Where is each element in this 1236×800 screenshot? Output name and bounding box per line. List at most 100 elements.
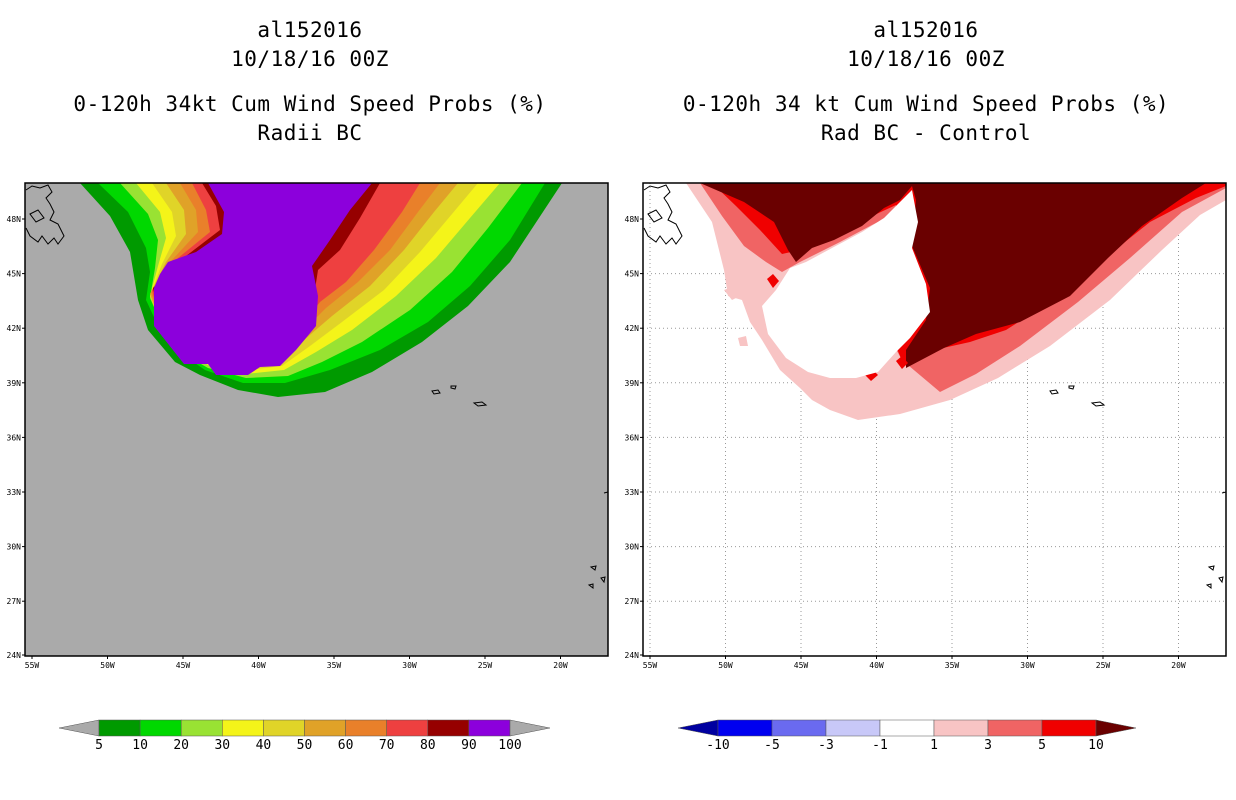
left-title: 0-120h 34kt Cum Wind Speed Probs (%) <box>73 92 547 116</box>
newfoundland-coast <box>643 184 683 245</box>
colorbar-label: 20 <box>173 738 189 753</box>
lat-label: 36N <box>625 433 640 442</box>
lon-label: 40W <box>869 661 884 670</box>
colorbar-segment <box>345 719 387 737</box>
colorbar-label: 40 <box>256 738 272 753</box>
lon-label: 20W <box>1171 661 1186 670</box>
colorbar-label: -10 <box>706 738 729 753</box>
colorbar-label: -3 <box>818 738 834 753</box>
colorbar-segment <box>933 719 989 737</box>
left-coastlines <box>25 184 609 589</box>
lon-label: 35W <box>327 661 342 670</box>
azores-island-2 <box>1068 385 1075 390</box>
lat-label: 27N <box>625 597 640 606</box>
diff-neutral-interior <box>762 190 930 378</box>
lon-label: 35W <box>945 661 960 670</box>
lat-label: 42N <box>625 324 640 333</box>
band-90-100 <box>154 183 372 375</box>
colorbar-segment <box>263 719 305 737</box>
colorbar-over-arrow <box>509 719 551 737</box>
lat-label: 33N <box>625 488 640 497</box>
right-date: 10/18/16 00Z <box>847 47 1005 71</box>
left-probability-field <box>80 183 562 397</box>
colorbar-over-arrow <box>1095 719 1137 737</box>
lon-label: 30W <box>1020 661 1035 670</box>
colorbar-segment <box>1041 719 1097 737</box>
colorbar-segment <box>468 719 511 737</box>
newfoundland-coast <box>25 184 65 245</box>
right-coastlines <box>643 184 1227 589</box>
right-grid <box>643 183 1226 656</box>
colorbar-segment <box>180 719 223 737</box>
lon-label: 55W <box>25 661 40 670</box>
lon-label: 25W <box>478 661 493 670</box>
lat-label: 33N <box>7 488 22 497</box>
colorbar-label: 80 <box>420 738 436 753</box>
left-storm-id: al152016 <box>257 18 363 42</box>
azores-island-3 <box>472 401 488 407</box>
colorbar-label: 5 <box>1038 738 1046 753</box>
right-colorbar: -10 -5 -3 -1 1 3 5 10 <box>677 719 1137 753</box>
colorbar-segment <box>139 719 182 737</box>
colorbar-segment <box>98 719 141 737</box>
colorbar-label: 70 <box>379 738 395 753</box>
lon-label: 55W <box>643 661 658 670</box>
right-subtitle: Rad BC - Control <box>820 121 1032 145</box>
lat-label: 48N <box>7 215 22 224</box>
right-storm-id: al152016 <box>873 18 979 42</box>
colorbar-label: 30 <box>214 738 230 753</box>
lon-label: 40W <box>251 661 266 670</box>
canary-island-2 <box>600 576 606 584</box>
lat-label: 42N <box>7 324 22 333</box>
left-subtitle: Radii BC <box>257 121 363 145</box>
lat-label: 45N <box>625 270 640 279</box>
colorbar-segment <box>386 719 429 737</box>
azores-island-2 <box>450 385 457 390</box>
diff-red-spot-1 <box>767 274 779 288</box>
madeira-island <box>589 565 597 571</box>
colorbar-segment <box>222 719 264 737</box>
lat-label: 45N <box>7 270 22 279</box>
lon-label: 45W <box>176 661 191 670</box>
newfoundland-inlet <box>647 209 663 223</box>
lon-label: 30W <box>402 661 417 670</box>
lat-label: 24N <box>625 651 640 660</box>
colorbar-segment <box>825 719 881 737</box>
lat-label: 30N <box>625 543 640 552</box>
left-date: 10/18/16 00Z <box>231 47 389 71</box>
colorbar-segment <box>987 719 1043 737</box>
lat-label: 39N <box>625 379 640 388</box>
colorbar-label: 5 <box>95 738 103 753</box>
newfoundland-inlet <box>29 209 45 223</box>
lat-label: 27N <box>7 597 22 606</box>
azores-island-3 <box>1090 401 1106 407</box>
diff-pink-spot-1 <box>724 286 740 300</box>
diff-red-spot-3 <box>896 356 908 369</box>
lon-label: 45W <box>794 661 809 670</box>
lon-label: 20W <box>553 661 568 670</box>
right-map-frame <box>642 182 1227 657</box>
colorbar-label: 10 <box>1088 738 1104 753</box>
canary-island-2 <box>1218 576 1224 584</box>
colorbar-under-arrow <box>58 719 100 737</box>
colorbar-under-arrow <box>677 719 719 737</box>
lat-label: 24N <box>7 651 22 660</box>
colorbar-label: 3 <box>984 738 992 753</box>
colorbar-label: 1 <box>930 738 938 753</box>
left-colorbar: 5 10 20 30 40 50 60 70 80 90 100 <box>58 719 551 753</box>
lat-label: 48N <box>625 215 640 224</box>
lon-label: 25W <box>1096 661 1111 670</box>
right-difference-field <box>686 183 1226 420</box>
colorbar-segment <box>427 719 470 737</box>
colorbar-label: 60 <box>338 738 354 753</box>
diff-pink-spot-2 <box>738 336 748 346</box>
colorbar-segment <box>304 719 346 737</box>
colorbar-label: -5 <box>764 738 780 753</box>
azores-island-1 <box>1049 389 1059 395</box>
canary-island-1 <box>587 583 594 589</box>
colorbar-segment <box>771 719 827 737</box>
